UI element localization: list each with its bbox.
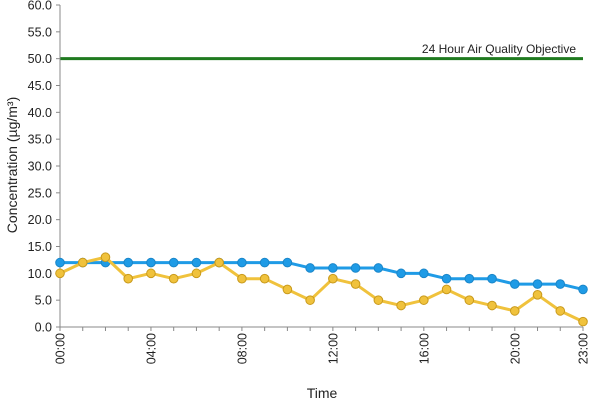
data-point [441, 284, 452, 295]
data-point [419, 268, 429, 279]
data-point [487, 300, 497, 311]
data-point [532, 279, 543, 289]
data-point [77, 257, 88, 268]
x-tick-label: 23:00 [577, 333, 591, 364]
data-point [419, 295, 429, 305]
y-tick-label: 25.0 [28, 186, 52, 200]
data-point [328, 263, 338, 273]
y-tick-label: 35.0 [28, 133, 52, 147]
data-point [305, 263, 315, 273]
data-point [100, 252, 111, 263]
data-point [191, 257, 202, 268]
data-point [441, 273, 452, 284]
data-point [191, 268, 202, 279]
y-tick-label: 20.0 [28, 213, 52, 227]
data-point [237, 257, 247, 268]
data-point [123, 257, 134, 268]
y-tick-label: 45.0 [28, 79, 52, 93]
y-tick-label: 0.0 [35, 321, 52, 335]
reference-line-label: 24 Hour Air Quality Objective [422, 42, 576, 56]
y-tick-label: 40.0 [28, 106, 52, 120]
y-tick-label: 50.0 [28, 52, 52, 66]
data-point [259, 273, 270, 284]
data-point [305, 295, 315, 305]
data-point [578, 316, 588, 327]
data-point [146, 257, 156, 268]
data-point [214, 257, 224, 268]
data-point [396, 300, 406, 311]
data-point [168, 273, 179, 284]
data-point [55, 268, 65, 279]
data-point [55, 257, 65, 268]
data-point [509, 306, 520, 316]
data-point [464, 273, 475, 284]
x-tick-label: 20:00 [508, 333, 522, 364]
data-point [532, 290, 543, 300]
y-tick-label: 15.0 [28, 240, 52, 254]
x-tick-label: 16:00 [417, 333, 431, 364]
y-axis-title: Concentration (µg/m³) [4, 97, 20, 233]
x-tick-label: 08:00 [235, 333, 249, 364]
data-point [123, 273, 134, 284]
data-point [578, 284, 588, 295]
data-point [350, 279, 361, 289]
x-tick-label: 04:00 [144, 333, 158, 364]
y-tick-label: 10.0 [28, 267, 52, 281]
data-point [328, 273, 338, 284]
data-point [509, 279, 520, 289]
data-point [282, 284, 293, 295]
y-tick-label: 60.0 [28, 0, 52, 13]
data-point [396, 268, 406, 279]
data-point [350, 263, 361, 273]
x-tick-label: 00:00 [54, 333, 68, 364]
series-2 [55, 252, 588, 327]
y-tick-label: 5.0 [35, 294, 52, 308]
data-point [373, 263, 384, 273]
x-tick-label: 12:00 [326, 333, 340, 364]
data-point [555, 306, 566, 316]
data-point [168, 257, 179, 268]
y-tick-label: 55.0 [28, 25, 52, 39]
data-point [373, 295, 384, 305]
data-point [487, 273, 497, 284]
data-point [555, 279, 566, 289]
data-point [464, 295, 475, 305]
y-tick-label: 30.0 [28, 160, 52, 174]
data-point [237, 273, 247, 284]
data-point [146, 268, 156, 279]
data-point [282, 257, 293, 268]
x-axis-title: Time [307, 385, 338, 400]
data-point [259, 257, 270, 268]
